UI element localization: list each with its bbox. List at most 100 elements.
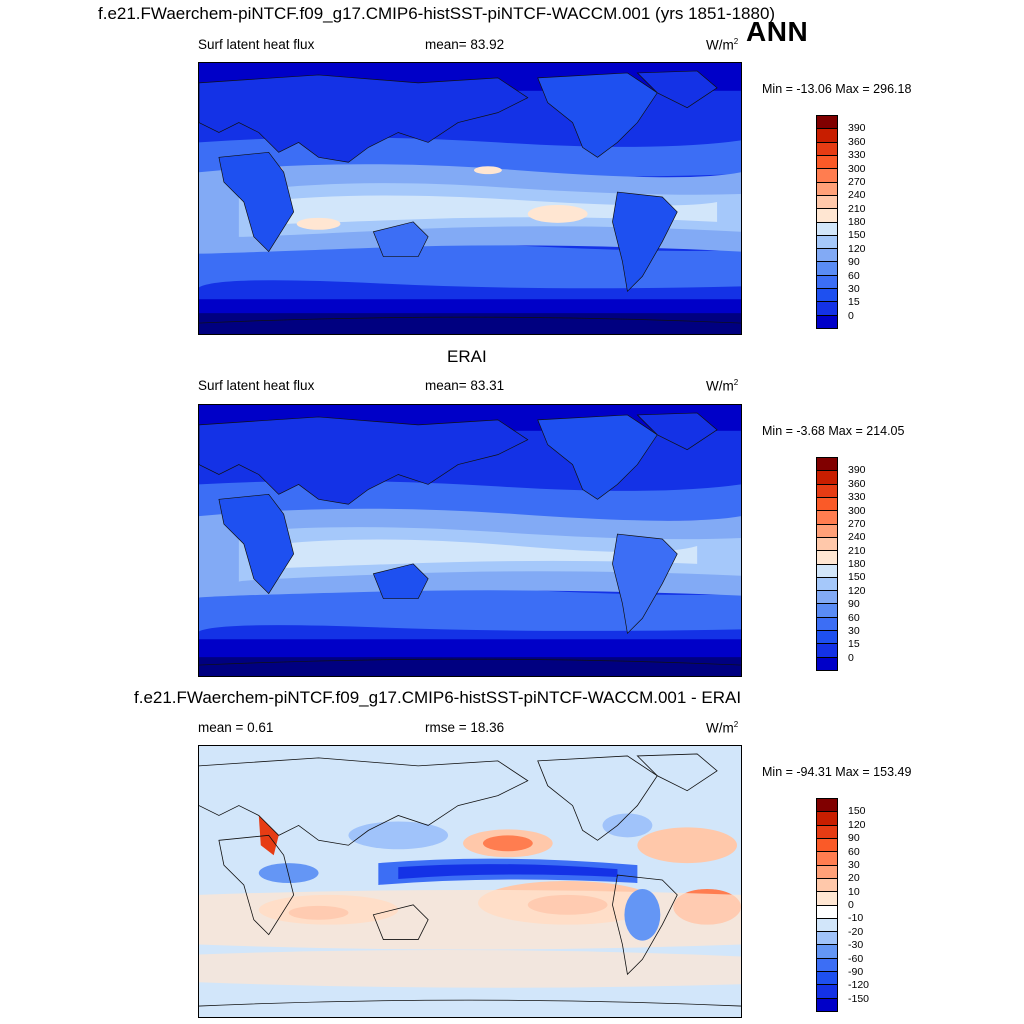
panel1-colorbar-swatch [817,142,837,156]
colorbar-tick-label: 60 [848,269,860,282]
panel3-units: W/m2 [706,720,739,736]
panel3-colorbar-swatch [817,932,837,946]
panel3-rmse-label: rmse = 18.36 [425,720,505,735]
colorbar-tick-label: 120 [848,584,866,597]
panel2-colorbar-swatch [817,537,837,552]
panel2-variable-label: Surf latent heat flux [198,378,315,393]
panel3-colorbar-swatch [817,852,837,866]
colorbar-tick-label: 210 [848,202,866,215]
colorbar-tick-label: 150 [848,805,866,818]
colorbar-tick-label: 270 [848,517,866,530]
panel1-colorbar-swatch [817,116,837,130]
colorbar-tick-label: 150 [848,229,866,242]
panel2-colorbar-swatch [817,604,837,618]
colorbar-tick-label: 20 [848,872,860,885]
panel3-map [198,745,742,1018]
panel1-units: W/m2 [706,37,739,53]
panel3-colorbar-swatch [817,812,837,826]
colorbar-tick-label: 240 [848,531,866,544]
panel3-minmax: Min = -94.31 Max = 153.49 [762,765,912,779]
colorbar-tick-label: 330 [848,149,866,162]
panel1-colorbar-swatch [817,289,837,303]
panel1-colorbar [816,115,838,329]
colorbar-tick-label: 10 [848,885,860,898]
colorbar-tick-label: 90 [848,256,860,269]
panel1-colorbar-swatch [817,275,837,290]
colorbar-tick-label: 240 [848,189,866,202]
season-label: ANN [746,16,809,47]
panel1-colorbar-swatch [817,262,837,276]
panel2-colorbar-swatch [817,564,837,578]
panel1-variable-label: Surf latent heat flux [198,37,315,52]
panel2-colorbar-swatch [817,644,837,658]
panel1-colorbar-swatch [817,129,837,143]
colorbar-tick-label: 60 [848,845,860,858]
panel2-units: W/m2 [706,378,739,394]
colorbar-tick-label: 150 [848,571,866,584]
panel3-colorbar-swatch [817,892,837,906]
panel2-mean-label: mean= 83.31 [425,378,505,393]
panel1-colorbar-swatch [817,182,837,196]
panel2-minmax: Min = -3.68 Max = 214.05 [762,424,905,438]
colorbar-tick-label: 120 [848,818,866,831]
colorbar-tick-label: -150 [848,992,870,1005]
panel2-colorbar-swatch [817,591,837,605]
panel3-colorbar-swatch [817,865,837,879]
colorbar-tick-label: 120 [848,242,866,255]
panel3-colorbar-swatch [817,998,837,1011]
panel3-colorbar-swatch [817,972,837,986]
colorbar-tick-label: -30 [848,939,864,952]
panel2-colorbar [816,457,838,671]
colorbar-tick-label: 360 [848,135,866,148]
panel2-colorbar-swatch [817,631,837,645]
panel1-colorbar-swatch [817,249,837,263]
colorbar-tick-label: 90 [848,832,860,845]
colorbar-tick-label: 270 [848,175,866,188]
panel2-colorbar-swatch [817,484,837,498]
panel1-minmax: Min = -13.06 Max = 296.18 [762,82,912,96]
colorbar-tick-label: -90 [848,965,864,978]
panel1-colorbar-swatch [817,209,837,223]
colorbar-tick-label: 390 [848,122,866,135]
panel3-title: f.e21.FWaerchem-piNTCF.f09_g17.CMIP6-his… [134,688,742,707]
panel2-title: ERAI [447,347,487,366]
panel2-colorbar-swatch [817,497,837,512]
panel3-colorbar-swatch [817,905,837,919]
panel3-mean-label: mean = 0.61 [198,720,274,735]
panel3-colorbar-swatch [817,838,837,853]
panel1-mean-label: mean= 83.92 [425,37,505,52]
panel1-colorbar-swatch [817,222,837,236]
colorbar-tick-label: 90 [848,598,860,611]
colorbar-tick-label: 30 [848,282,860,295]
panel1-map [198,62,742,335]
colorbar-tick-label: -10 [848,912,864,925]
panel1-colorbar-swatch [817,235,837,250]
colorbar-tick-label: 15 [848,638,860,651]
panel1-title: f.e21.FWaerchem-piNTCF.f09_g17.CMIP6-his… [98,4,776,23]
colorbar-tick-label: 300 [848,162,866,175]
colorbar-tick-label: 30 [848,624,860,637]
colorbar-tick-label: 0 [848,651,854,664]
colorbar-tick-label: 180 [848,558,866,570]
panel1-colorbar-swatch [817,195,837,210]
panel2-colorbar-swatch [817,551,837,565]
panel2-colorbar-swatch [817,577,837,592]
colorbar-tick-label: -20 [848,925,864,938]
panel3-colorbar-swatch [817,825,837,839]
panel1-colorbar-swatch [817,169,837,183]
panel3-colorbar [816,798,838,1012]
colorbar-tick-label: 360 [848,477,866,490]
colorbar-tick-label: -60 [848,952,864,965]
colorbar-tick-label: 15 [848,296,860,309]
colorbar-tick-label: 0 [848,899,854,911]
colorbar-tick-label: -120 [848,979,870,992]
panel1-colorbar-swatch [817,302,837,316]
panel3-colorbar-swatch [817,985,837,999]
colorbar-tick-label: 390 [848,464,866,477]
panel3-colorbar-swatch [817,799,837,813]
panel3-colorbar-swatch [817,918,837,933]
colorbar-tick-label: 30 [848,858,860,871]
colorbar-tick-label: 60 [848,611,860,624]
panel2-colorbar-swatch [817,657,837,670]
panel2-colorbar-swatch [817,524,837,538]
